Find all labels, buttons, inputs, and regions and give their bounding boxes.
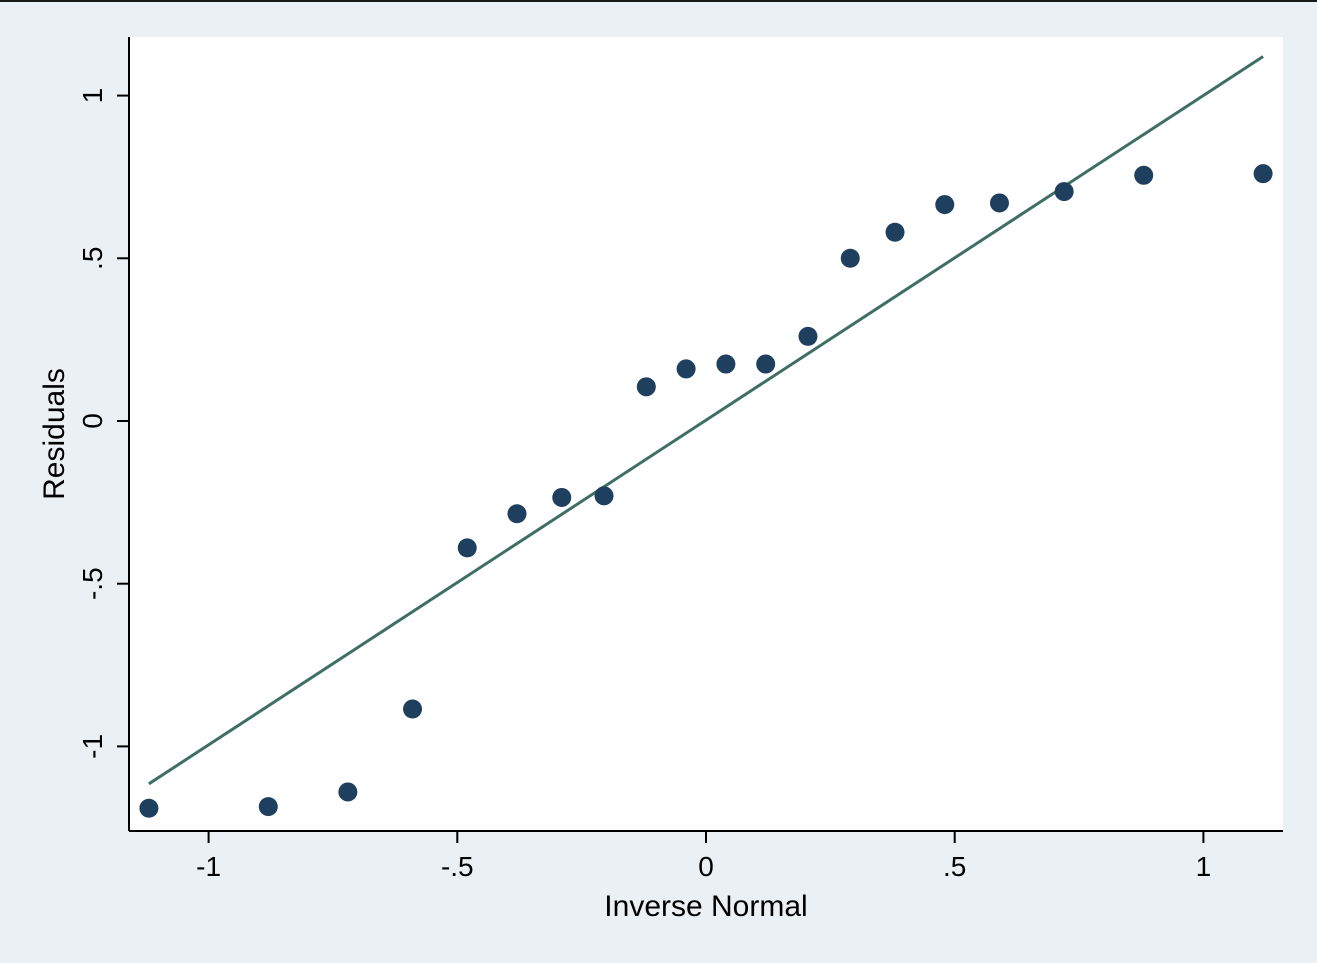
y-tick-label: .5 [77, 247, 108, 270]
data-point [756, 354, 776, 374]
y-axis-title: Residuals [38, 368, 71, 500]
y-axis-ticks: -1 -.5 0 .5 1 [77, 88, 129, 759]
data-point [840, 248, 860, 268]
data-point [716, 354, 736, 374]
data-point [403, 699, 423, 719]
y-tick-label: -.5 [77, 567, 108, 600]
x-tick-label: 1 [1196, 851, 1212, 882]
reference-line [148, 55, 1264, 786]
x-axis-ticks: -1 -.5 0 .5 1 [196, 831, 1211, 882]
data-point [1134, 165, 1154, 185]
data-points [139, 164, 1273, 818]
y-tick-label: -1 [77, 734, 108, 759]
x-tick-label: 0 [698, 851, 714, 882]
data-point [1054, 182, 1074, 202]
y-tick-label: 1 [77, 88, 108, 104]
x-axis-title: Inverse Normal [604, 890, 807, 923]
y-tick-label: 0 [77, 413, 108, 429]
x-tick-label: -.5 [441, 851, 474, 882]
data-point [935, 195, 955, 215]
data-point [552, 487, 572, 507]
x-tick-label: -1 [196, 851, 221, 882]
data-point [989, 193, 1009, 213]
x-tick-label: .5 [943, 851, 966, 882]
data-point [139, 798, 159, 818]
data-point [885, 222, 905, 242]
data-point [798, 326, 818, 346]
data-point [338, 782, 358, 802]
data-point [636, 377, 656, 397]
data-point [676, 359, 696, 379]
data-point [457, 538, 477, 558]
data-point [1253, 164, 1273, 184]
data-point [507, 504, 527, 524]
data-point [258, 797, 278, 817]
data-point [594, 486, 614, 506]
